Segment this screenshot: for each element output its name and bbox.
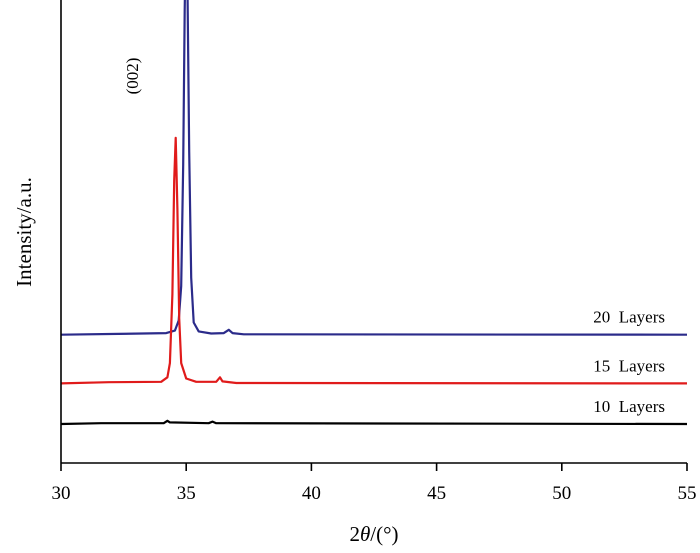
series-label: 20 Layers [593,308,665,327]
x-axis-title: 2θ/(°) [349,522,398,546]
series-label: 15 Layers [593,356,665,375]
plot-area [60,0,688,426]
x-axis-title-suffix: /(°) [370,522,398,546]
series-line [60,419,688,426]
x-tick-label: 50 [552,483,571,504]
series-labels: 20 Layers 15 Layers 10 Layers [593,308,665,416]
series-line [60,136,688,385]
x-tick-label: 30 [52,483,71,504]
x-axis-title-theta: θ [360,522,370,546]
x-tick-label: 55 [678,483,697,504]
x-tick-label: 45 [427,483,446,504]
series-line [60,0,688,336]
x-tick-label: 35 [177,483,196,504]
x-ticks: 30 35 40 45 50 55 [52,463,697,504]
peak-annotation: (002) [123,58,142,95]
x-axis-title-prefix: 2 [349,522,360,546]
series-label: 10 Layers [593,397,665,416]
x-tick-label: 40 [302,483,321,504]
y-axis-title: Intensity/a.u. [12,177,36,287]
